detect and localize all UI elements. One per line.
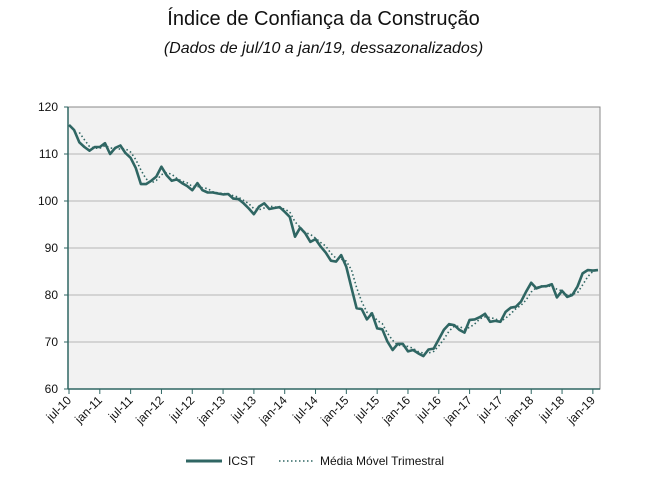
x-tick-label: jan-16 [379, 393, 413, 427]
y-tick-label: 90 [45, 241, 59, 255]
x-tick-label: jan-13 [194, 393, 228, 427]
x-tick-label: jul-16 [413, 393, 445, 425]
x-tick-label: jul-11 [105, 393, 136, 424]
chart-subtitle: (Dados de jul/10 a jan/19, dessazonaliza… [163, 40, 484, 57]
x-tick-label: jan-14 [256, 393, 290, 427]
legend-label-moving-average: Média Móvel Trimestral [320, 454, 444, 468]
x-tick-label: jul-14 [289, 393, 321, 425]
y-tick-label: 100 [38, 194, 58, 208]
legend: ICST Média Móvel Trimestral [186, 454, 444, 468]
y-tick-label: 120 [38, 100, 58, 114]
x-tick-label: jan-17 [441, 393, 475, 427]
x-tick-label: jan-18 [502, 393, 536, 427]
series-line-icst [68, 123, 599, 358]
x-tick-label: jul-17 [474, 393, 506, 425]
x-tick-label: jan-12 [132, 393, 166, 427]
y-tick-label: 80 [45, 288, 59, 302]
chart-title: Índice de Confiança da Construção [167, 8, 480, 30]
legend-label-icst: ICST [228, 454, 256, 468]
y-tick-label: 70 [45, 335, 59, 349]
y-tick-label: 110 [39, 147, 58, 161]
x-tick-label: jul-15 [351, 393, 383, 425]
x-tick-label: jul-13 [228, 393, 260, 425]
x-tick-label: jul-18 [536, 393, 568, 425]
x-tick-label: jan-19 [564, 393, 598, 427]
y-tick-label: 60 [45, 382, 59, 396]
x-tick-label: jul-12 [166, 393, 198, 425]
x-tick-label: jan-15 [317, 393, 351, 427]
x-tick-label: jul-10 [43, 393, 75, 425]
x-tick-label: jan-11 [71, 393, 105, 427]
